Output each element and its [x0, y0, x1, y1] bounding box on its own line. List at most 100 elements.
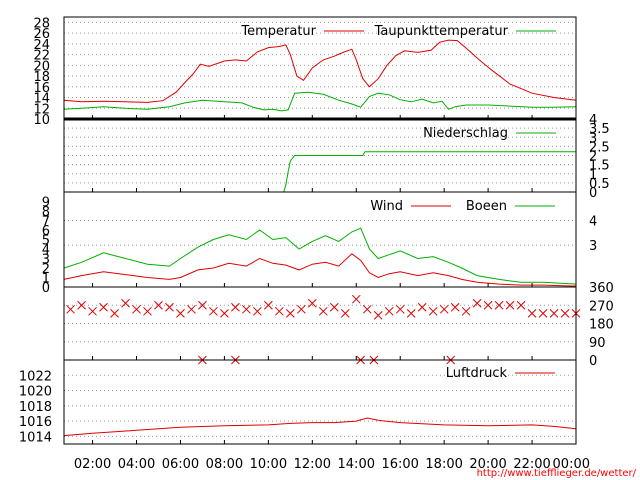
source-url[interactable]: http://www.tiefflieger.de/wetter/ [477, 468, 637, 479]
direction-tick-label: 0 [589, 354, 597, 369]
direction-point [66, 304, 75, 314]
direction-point [198, 300, 207, 310]
temperature-tick-label: 16 [33, 81, 50, 96]
direction-point [110, 309, 119, 318]
x-tick-label: 14:00 [338, 457, 375, 472]
precipitation-tick-label: 2.5 [589, 140, 610, 155]
x-tick-label: 20:00 [469, 457, 506, 472]
direction-point [483, 300, 493, 310]
precipitation-tick-label: 1 [589, 168, 597, 183]
x-tick-label: 10:00 [250, 457, 287, 472]
x-tick-label: 18:00 [425, 457, 462, 472]
series-line-boeen [63, 227, 577, 285]
panel-frame-4 [63, 359, 577, 445]
x-tick-label: 04:00 [118, 457, 155, 472]
wind-tick-label: 5 [42, 234, 50, 249]
x-tick-label: 08:00 [206, 457, 243, 472]
direction-point [538, 309, 548, 318]
series-line-luftdruck [63, 417, 577, 437]
direction-point [527, 309, 537, 318]
direction-point [88, 306, 97, 316]
direction-point [494, 300, 504, 310]
wind-tick-label: 6 [42, 224, 50, 239]
direction-point [132, 304, 141, 314]
x-tick-label: 22:00 [513, 457, 550, 472]
direction-point [384, 306, 394, 316]
precipitation-tick-label: 0 [589, 186, 597, 201]
direction-point [187, 304, 196, 314]
direction-point [340, 309, 350, 318]
direction-point [274, 306, 284, 316]
precipitation-tick-label: 3 [589, 131, 597, 146]
x-tick-label: 12:00 [294, 457, 331, 472]
pressure-tick-label: 1016 [19, 415, 52, 430]
direction-point [417, 302, 427, 312]
direction-point [450, 302, 460, 312]
direction-point [406, 309, 416, 318]
direction-point [176, 309, 185, 318]
direction-point [99, 302, 108, 312]
direction-point [318, 306, 328, 316]
temperature-tick-label: 12 [33, 102, 50, 117]
direction-point [143, 306, 152, 316]
direction-point [351, 294, 361, 304]
temperature-tick-label: 24 [33, 38, 50, 53]
temperature-tick-label: 10 [33, 113, 50, 128]
direction-point [560, 309, 570, 318]
direction-point [165, 302, 174, 312]
pressure-tick-label: 1022 [19, 369, 52, 384]
direction-point [220, 309, 229, 318]
wind-tick-label: 4 [42, 243, 50, 258]
temperature-tick-label: 20 [33, 59, 50, 74]
pressure-tick-label: 1014 [19, 430, 52, 445]
series-line-temperatur [63, 39, 577, 103]
direction-point [329, 302, 339, 312]
temperature-tick-label: 22 [33, 49, 50, 64]
x-axis: 02:00 04:00 06:00 08:00 10:00 12:00 14:00 16:00… [74, 115, 590, 472]
wind-beaufort-tick-label: 4 [589, 215, 597, 230]
precipitation-tick-label: 3.5 [589, 122, 610, 137]
direction-point [154, 300, 163, 310]
direction-tick-label: 90 [589, 336, 606, 351]
direction-point [395, 304, 405, 314]
direction-point [549, 309, 559, 318]
direction-point [505, 300, 515, 310]
wind-tick-label: 9 [42, 196, 50, 211]
legend-label-temperatur: Temperatur [240, 24, 316, 39]
direction-point [77, 300, 86, 310]
wind-tick-label: 3 [42, 253, 50, 268]
legend-label-luftdruck: Luftdruck [446, 366, 508, 381]
precipitation-tick-label: 1.5 [589, 159, 610, 174]
wind-tick-label: 2 [42, 262, 50, 277]
wind-beaufort-tick-label: 3 [589, 239, 597, 254]
direction-point [362, 304, 372, 314]
x-tick-label: 00:00 [553, 457, 590, 472]
temperature-tick-label: 18 [33, 70, 50, 85]
wind-tick-label: 8 [42, 205, 50, 220]
direction-point [209, 306, 218, 316]
pressure-tick-label: 1018 [19, 400, 52, 415]
precipitation-tick-label: 4 [589, 113, 597, 128]
direction-point [253, 306, 262, 316]
wind-tick-label: 0 [42, 281, 50, 296]
direction-point [121, 298, 130, 308]
precipitation-tick-label: 2 [589, 150, 597, 165]
direction-point [307, 298, 317, 308]
direction-point [516, 300, 526, 310]
direction-point [461, 306, 471, 316]
direction-point [285, 309, 295, 318]
x-tick-label: 06:00 [162, 457, 199, 472]
direction-tick-label: 270 [589, 299, 614, 314]
direction-point [373, 311, 383, 320]
series-line-taupunkttemperatur [63, 91, 577, 112]
direction-point [296, 304, 306, 314]
temperature-tick-label: 26 [33, 27, 50, 42]
x-tick-label: 02:00 [74, 457, 111, 472]
legend-label-wind: Wind [370, 199, 403, 214]
temperature-tick-label: 14 [33, 92, 50, 107]
wind-tick-label: 1 [42, 272, 50, 287]
